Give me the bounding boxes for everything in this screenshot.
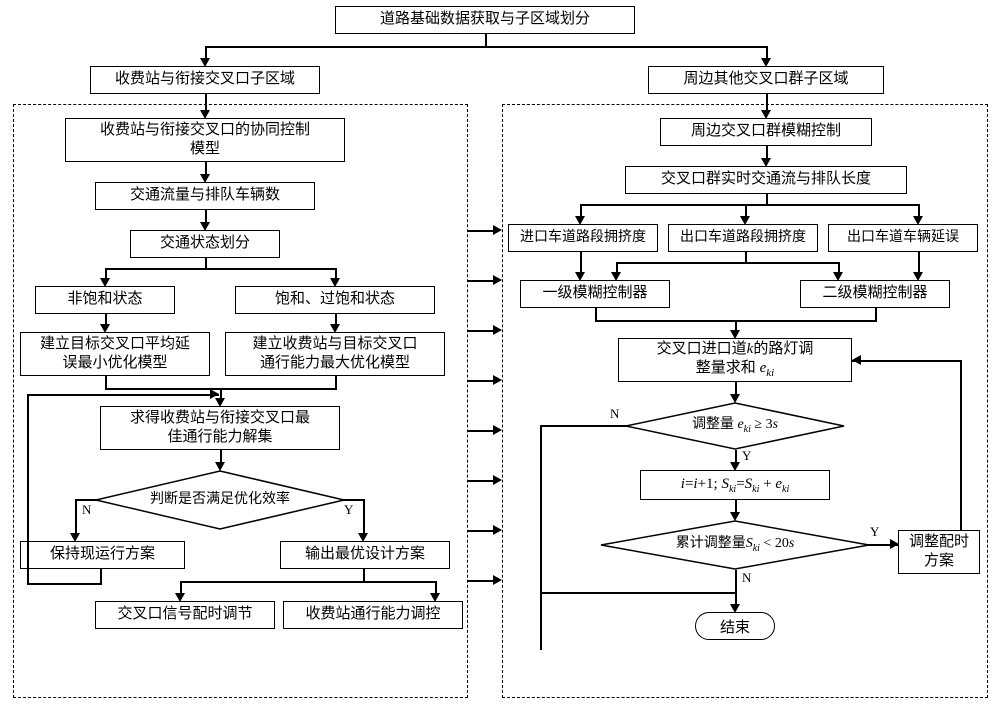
dec1-a: 调整量 — [692, 417, 738, 432]
dec1-n-label: N — [610, 406, 619, 422]
left-model-box: 收费站与衔接交叉口的协同控制 模型 — [65, 118, 345, 162]
left-sat-box: 饱和、过饱和状态 — [235, 286, 435, 314]
adjust-sum-c: 整量求和 — [696, 360, 760, 376]
dec2-S: S — [746, 536, 753, 551]
left-sub-box: 收费站与衔接交叉口子区域 — [90, 66, 320, 94]
dec2-s: s — [789, 536, 794, 551]
right-out-delay-box: 出口车道车辆延误 — [828, 224, 978, 252]
left-max-model-box: 建立收费站与目标交叉口 通行能力最大优化模型 — [225, 332, 445, 376]
dec1-ki: ki — [744, 423, 751, 434]
adjust-sum-b: 的路灯调 — [753, 341, 813, 357]
adjust-sum-ki: ki — [766, 367, 774, 379]
dec2-a: 累计调整量 — [676, 536, 746, 551]
upd-eq2: = — [736, 476, 744, 492]
right-end-terminal: 结束 — [695, 612, 775, 640]
right-adjust-plan-box: 调整配时方案 — [898, 530, 980, 574]
left-min-model-box: 建立目标交叉口平均延 误最小优化模型 — [20, 332, 210, 376]
right-sub-box: 周边其他交叉口群子区域 — [648, 66, 884, 94]
dec1-b: ≥ 3 — [751, 417, 773, 432]
right-ctrl2-box: 二级模糊控制器 — [800, 280, 950, 308]
adjust-sum-a: 交叉口进口道 — [657, 341, 747, 357]
right-fuzzy-box: 周边交叉口群模糊控制 — [660, 118, 872, 146]
left-solve-box: 求得收费站与衔接交叉口最 佳通行能力解集 — [100, 406, 340, 450]
upd-ki2: ki — [752, 484, 759, 495]
right-update-box: i=i+1; Ski=Ski + eki — [640, 470, 830, 500]
left-signal-box: 交叉口信号配时调节 — [95, 601, 275, 629]
dec2-n-label: N — [742, 570, 751, 586]
left-flow-box: 交通流量与排队车辆数 — [95, 182, 315, 210]
dec2-ki: ki — [753, 542, 760, 553]
root-box: 道路基础数据获取与子区域划分 — [335, 6, 635, 34]
upd-c: +1; — [698, 476, 722, 492]
left-unsat-box: 非饱和状态 — [35, 286, 175, 314]
left-toll-box: 收费站通行能力调控 — [283, 601, 463, 629]
left-n-label: N — [82, 502, 91, 518]
left-y-label: Y — [344, 502, 353, 518]
dec1-s: s — [773, 417, 778, 432]
right-adjust-sum-box: 交叉口进口道k的路灯调 整量求和 eki — [618, 338, 852, 382]
right-dec1-diamond: 调整量 eki ≥ 3s — [625, 402, 845, 450]
left-decision-diamond: 判断是否满足优化效率 — [95, 470, 345, 530]
upd-ki3: ki — [782, 484, 789, 495]
left-keep-box: 保持现运行方案 — [20, 541, 185, 569]
upd-S1: S — [721, 476, 729, 492]
left-state-box: 交通状态划分 — [130, 230, 280, 258]
right-dec2-diamond: 累计调整量Ski < 20s — [600, 520, 870, 570]
dec1-y-label: Y — [742, 448, 751, 464]
upd-e: e — [775, 476, 782, 492]
right-realtime-box: 交叉口群实时交通流与排队长度 — [625, 166, 907, 194]
left-output-box: 输出最优设计方案 — [280, 541, 450, 569]
dec2-b: < 20 — [760, 536, 789, 551]
dec2-y-label: Y — [870, 524, 879, 540]
right-out-crowd-box: 出口车道路段拥挤度 — [668, 224, 818, 252]
right-in-crowd-box: 进口车道路段拥挤度 — [508, 224, 658, 252]
right-ctrl1-box: 一级模糊控制器 — [520, 280, 670, 308]
